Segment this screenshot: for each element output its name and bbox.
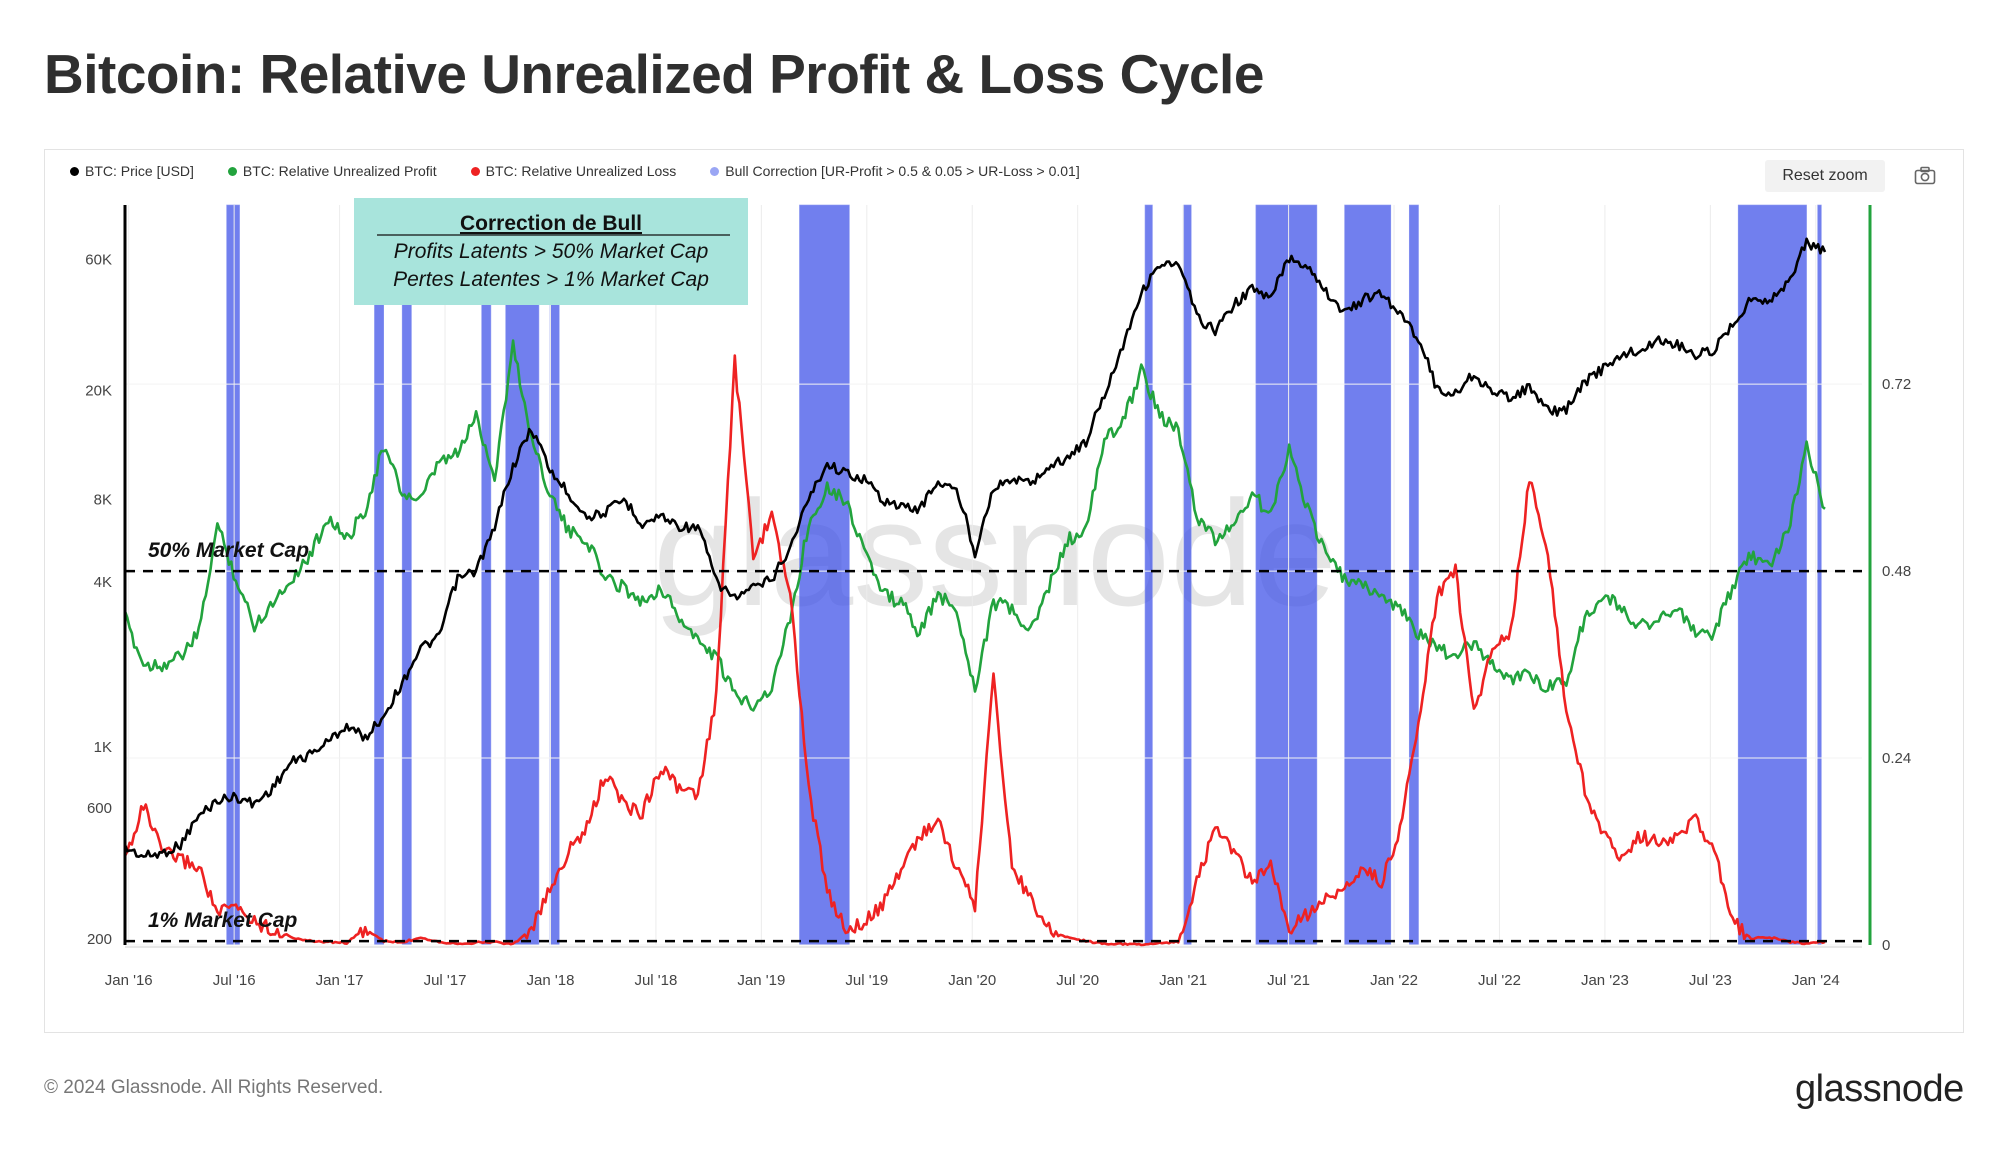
legend-item-price[interactable]: BTC: Price [USD] <box>70 163 194 179</box>
y-left-tick-label: 1K <box>94 739 112 756</box>
legend-dot-icon <box>470 166 480 176</box>
x-tick-label: Jan '19 <box>737 972 785 989</box>
legend-dot-icon <box>70 166 79 176</box>
y-right-tick-label: 0.24 <box>1882 750 1911 767</box>
x-tick-label: Jul '19 <box>845 972 888 989</box>
y-left-tick-label: 4K <box>94 574 112 591</box>
reference-line-label: 50% Market Cap <box>148 539 309 562</box>
x-tick-label: Jan '24 <box>1792 972 1840 989</box>
x-tick-label: Jul '23 <box>1689 972 1732 989</box>
reference-line-label: 1% Market Cap <box>148 909 298 932</box>
y-left-tick-label: 600 <box>87 800 112 817</box>
annotation-box <box>354 198 748 305</box>
series-line-btc-price-usd- <box>123 237 1827 859</box>
reset-zoom-button[interactable]: Reset zoom <box>1765 160 1885 192</box>
bull-correction-band <box>505 204 540 946</box>
page-title: Bitcoin: Relative Unrealized Profit & Lo… <box>44 43 1264 105</box>
footer-copyright: © 2024 Glassnode. All Rights Reserved. <box>44 1077 384 1098</box>
y-right-tick-label: 0 <box>1882 937 1890 954</box>
bull-correction-band <box>1817 204 1822 946</box>
x-tick-label: Jan '23 <box>1581 972 1629 989</box>
bull-correction-band <box>481 204 492 946</box>
bull-correction-band <box>799 204 850 946</box>
annotation-title: Correction de Bull <box>460 212 642 235</box>
x-tick-label: Jul '18 <box>634 972 677 989</box>
legend-item-bull-correction[interactable]: Bull Correction [UR-Profit > 0.5 & 0.05 … <box>710 163 1080 179</box>
x-tick-label: Jan '22 <box>1370 972 1418 989</box>
y-left-tick-label: 8K <box>94 492 112 509</box>
y-left-tick-label: 200 <box>87 931 112 948</box>
bull-correction-band <box>1408 204 1419 946</box>
legend-label: BTC: Relative Unrealized Loss <box>485 163 677 179</box>
legend-label: BTC: Price [USD] <box>85 163 194 179</box>
camera-icon[interactable] <box>1914 166 1936 186</box>
x-tick-label: Jul '17 <box>424 972 467 989</box>
x-tick-label: Jul '20 <box>1056 972 1099 989</box>
legend-item-unrealized-loss[interactable]: BTC: Relative Unrealized Loss <box>470 163 677 179</box>
chart-legend: BTC: Price [USD] BTC: Relative Unrealize… <box>70 163 1114 179</box>
bull-correction-band <box>549 204 560 946</box>
x-tick-label: Jan '18 <box>527 972 575 989</box>
x-tick-label: Jul '21 <box>1267 972 1310 989</box>
bull-correction-band <box>401 204 412 946</box>
bull-correction-band <box>1183 204 1192 946</box>
bull-correction-band <box>1344 204 1392 946</box>
footer-logo: glassnode <box>1795 1068 1964 1110</box>
y-right-tick-label: 0.72 <box>1882 376 1911 393</box>
bull-correction-band <box>1737 204 1807 946</box>
x-tick-label: Jan '16 <box>105 972 153 989</box>
x-tick-label: Jul '16 <box>213 972 256 989</box>
x-tick-label: Jan '17 <box>316 972 364 989</box>
y-right-tick-label: 0.48 <box>1882 563 1911 580</box>
bull-correction-band <box>1255 204 1318 946</box>
x-tick-label: Jul '22 <box>1478 972 1521 989</box>
x-tick-label: Jan '21 <box>1159 972 1207 989</box>
annotation-line-1: Profits Latents > 50% Market Cap <box>394 240 709 263</box>
legend-label: Bull Correction [UR-Profit > 0.5 & 0.05 … <box>725 163 1080 179</box>
series-line-btc-relative-unrealized-profit <box>123 339 1826 712</box>
legend-label: BTC: Relative Unrealized Profit <box>242 163 437 179</box>
legend-dot-icon <box>227 166 237 176</box>
y-left-tick-label: 60K <box>85 252 112 269</box>
legend-item-unrealized-profit[interactable]: BTC: Relative Unrealized Profit <box>227 163 437 179</box>
bull-correction-band <box>374 204 385 946</box>
x-tick-label: Jan '20 <box>948 972 996 989</box>
bull-correction-band <box>1144 204 1153 946</box>
series-line-btc-relative-unrealized-loss <box>123 354 1826 947</box>
chart-frame <box>44 149 1964 1033</box>
legend-dot-icon <box>710 166 720 176</box>
y-left-tick-label: 20K <box>85 383 112 400</box>
annotation-line-2: Pertes Latentes > 1% Market Cap <box>393 268 709 291</box>
